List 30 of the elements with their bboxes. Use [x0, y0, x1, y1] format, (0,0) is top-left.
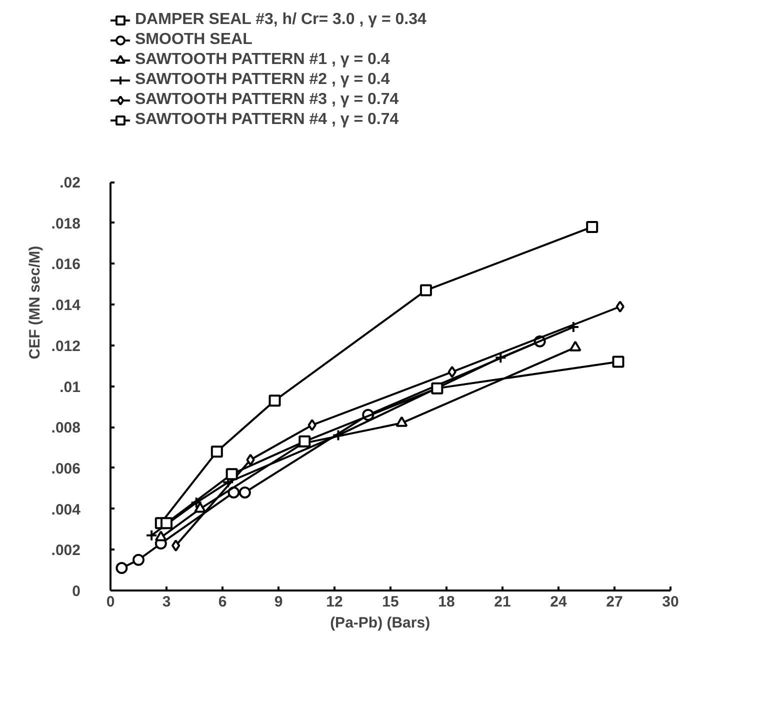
x-tick-label: 24	[550, 594, 568, 610]
x-tick-label: 12	[326, 594, 343, 610]
y-tick-label: .004	[51, 501, 82, 518]
x-tick-label: 9	[274, 594, 283, 610]
x-axis-title: (Pa-Pb) (Bars)	[330, 614, 430, 632]
y-axis-title: CEF (MN sec/M)	[26, 246, 44, 360]
y-tick-label: .01	[60, 378, 81, 396]
y-tick-label: .002	[51, 542, 81, 560]
legend-label: SAWTOOTH PATTERN #4 , γ = 0.74	[135, 111, 399, 129]
y-tick-label: .02	[60, 174, 81, 192]
legend-label: SAWTOOTH PATTERN #2 , γ = 0.4	[135, 71, 390, 89]
x-tick-label: 27	[606, 594, 623, 610]
x-tick-label: 6	[218, 594, 227, 610]
y-tick-label: .012	[51, 338, 81, 355]
legend-label: DAMPER SEAL #3, h/ Cr= 3.0 , γ = 0.34	[135, 11, 426, 29]
y-tick-label: 0	[72, 583, 80, 600]
legend-label: SAWTOOTH PATTERN #1 , γ = 0.4	[135, 51, 390, 69]
legend-label: SMOOTH SEAL	[135, 31, 252, 49]
y-tick-label: .006	[51, 460, 81, 478]
x-tick-label: 18	[438, 594, 455, 610]
x-tick-label: 21	[494, 594, 511, 610]
x-tick-label: 3	[162, 594, 171, 610]
x-tick-label: 0	[106, 594, 115, 610]
x-tick-label: 15	[382, 594, 399, 610]
x-tick-label: 30	[662, 594, 679, 610]
legend-label: SAWTOOTH PATTERN #3 , γ = 0.74	[135, 91, 399, 109]
y-tick-label: .008	[51, 420, 81, 437]
y-tick-label: .016	[51, 256, 81, 274]
y-tick-label: .018	[51, 215, 81, 232]
y-tick-label: .014	[51, 297, 82, 314]
